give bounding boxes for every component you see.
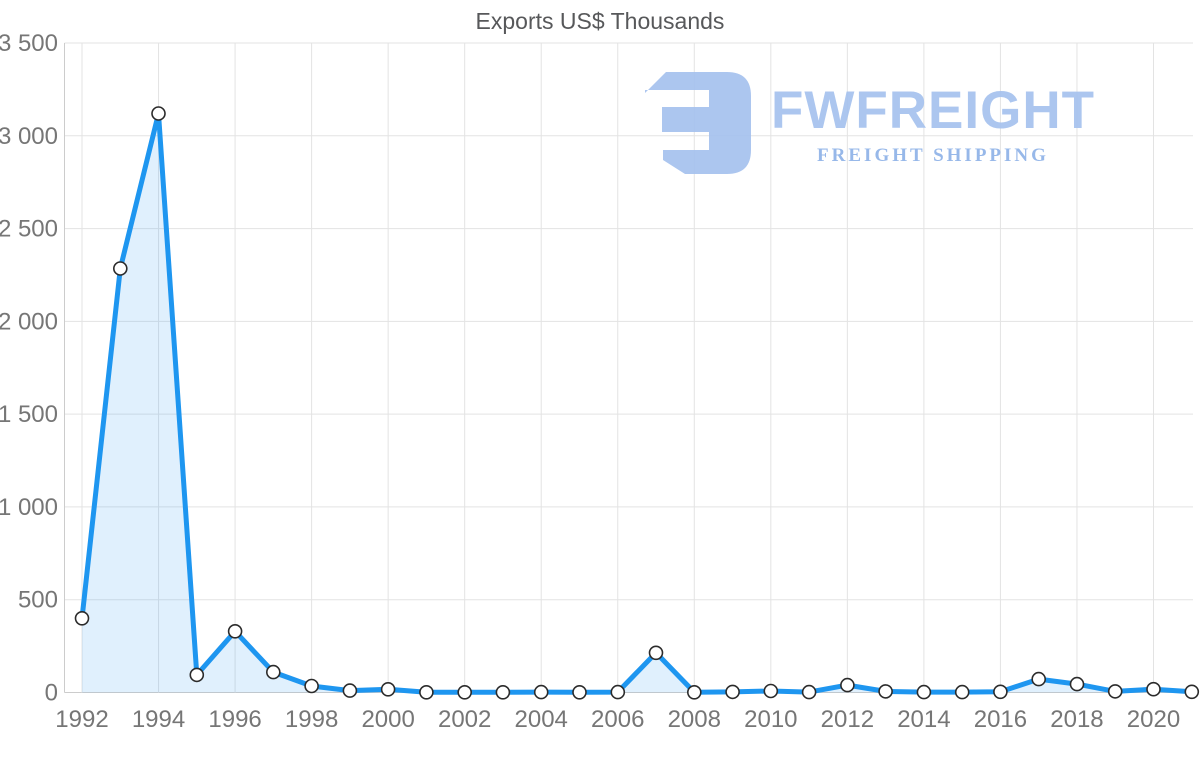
x-axis-tick-label: 1992	[55, 706, 108, 733]
y-axis-tick-label: 1 000	[0, 494, 58, 521]
data-point-2007[interactable]	[648, 645, 664, 661]
x-axis-tick-label: 1994	[132, 706, 185, 733]
y-axis-tick-label: 500	[18, 587, 58, 614]
data-point-2003[interactable]	[495, 684, 511, 700]
x-axis-tick-label: 2020	[1127, 706, 1180, 733]
y-axis-tick-label: 3 500	[0, 30, 58, 57]
x-axis-tick-label: 1996	[208, 706, 261, 733]
data-point-1994[interactable]	[151, 106, 166, 121]
data-point-1996[interactable]	[227, 623, 243, 639]
x-axis-tick-label: 2016	[974, 706, 1027, 733]
y-axis-tick-label: 1 500	[0, 401, 58, 428]
x-axis-tick-label: 2008	[668, 706, 721, 733]
data-point-2005[interactable]	[572, 684, 587, 700]
series-line	[79, 111, 1195, 695]
data-point-2017[interactable]	[1031, 671, 1046, 687]
y-axis-tick-label: 2 500	[0, 216, 58, 243]
x-axis-tick-label: 2010	[744, 706, 797, 733]
data-point-2016[interactable]	[993, 684, 1008, 700]
data-point-2014[interactable]	[916, 684, 932, 700]
data-point-2018[interactable]	[1069, 676, 1085, 692]
x-axis-tick-label: 2018	[1050, 706, 1103, 733]
data-point-2012[interactable]	[840, 677, 855, 693]
data-point-2006[interactable]	[610, 684, 626, 700]
data-point-1997[interactable]	[265, 664, 281, 680]
x-axis-tick-label: 2012	[821, 706, 874, 733]
data-point-1993[interactable]	[113, 261, 128, 276]
x-axis-tick-label: 1998	[285, 706, 338, 733]
data-point-2009[interactable]	[725, 684, 740, 700]
x-axis-tick-label: 2004	[515, 706, 568, 733]
data-point-2013[interactable]	[878, 684, 893, 699]
data-point-2020[interactable]	[1146, 681, 1161, 697]
data-point-2021[interactable]	[1184, 684, 1200, 700]
chart-title: Exports US$ Thousands	[475, 8, 725, 34]
data-point-2010[interactable]	[763, 683, 779, 699]
x-axis-tick-label: 2000	[361, 706, 414, 733]
data-point-1998[interactable]	[304, 678, 319, 694]
data-point-2004[interactable]	[533, 684, 549, 700]
x-axis-tick-label: 2002	[438, 706, 491, 733]
y-axis-tick-label: 0	[45, 680, 58, 707]
data-point-2015[interactable]	[954, 684, 970, 700]
data-point-2000[interactable]	[380, 681, 396, 697]
data-point-1999[interactable]	[342, 683, 358, 698]
data-point-2008[interactable]	[686, 684, 702, 700]
y-axis-tick-label: 2 000	[0, 308, 58, 335]
data-point-1992[interactable]	[74, 610, 90, 626]
x-axis-tick-label: 2014	[897, 706, 950, 733]
data-point-1995[interactable]	[189, 667, 205, 683]
data-point-2011[interactable]	[801, 684, 817, 700]
data-point-2002[interactable]	[457, 684, 473, 700]
data-point-2019[interactable]	[1107, 684, 1123, 699]
y-axis-tick-label: 3 000	[0, 123, 58, 150]
series-area-fill	[82, 113, 1192, 693]
data-point-2001[interactable]	[419, 684, 434, 700]
x-axis-tick-label: 2006	[591, 706, 644, 733]
